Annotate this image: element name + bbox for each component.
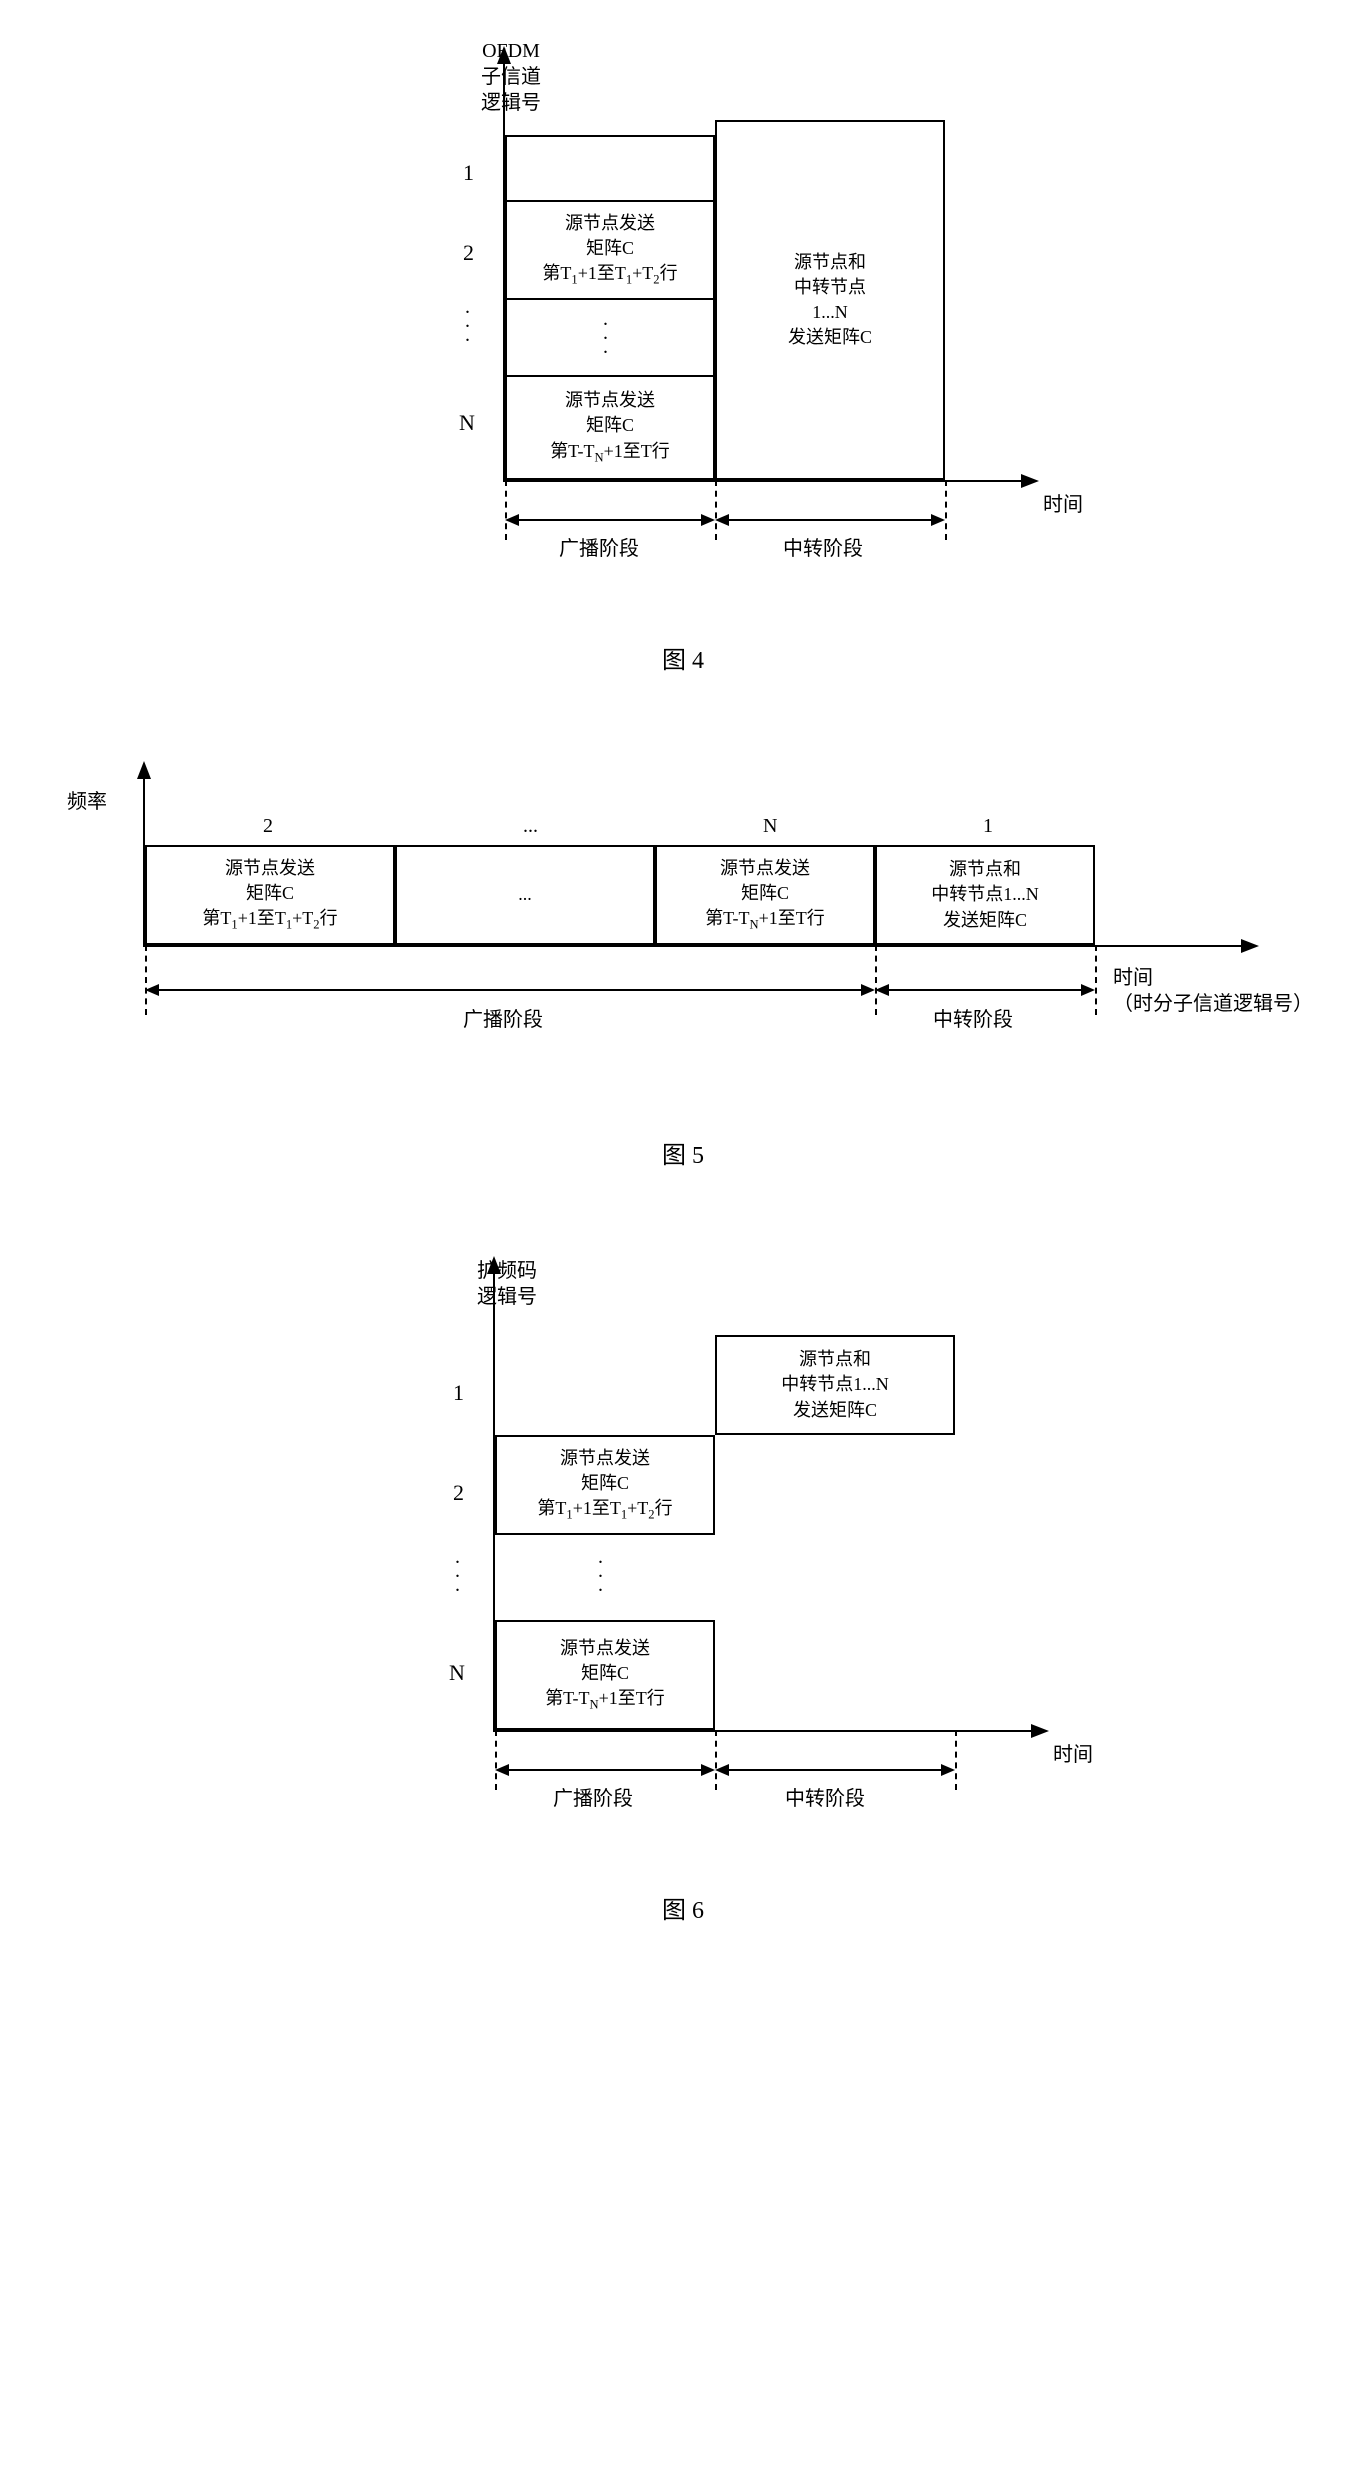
figure-4: OFDM 子信道 逻辑号 时间 1 2 ... N 源节点发送矩阵C第T1+1至… bbox=[60, 40, 1306, 675]
fig5-diagram: 频率 时间 （时分子信道逻辑号） 2 ... N 1 源节点发送矩阵C第T1+1… bbox=[63, 755, 1303, 1095]
fig6-box-row2-text: 源节点发送矩阵C第T1+1至T1+T2行 bbox=[537, 1446, 672, 1525]
fig5-top-1: 1 bbox=[983, 815, 993, 838]
figure-5: 频率 时间 （时分子信道逻辑号） 2 ... N 1 源节点发送矩阵C第T1+1… bbox=[60, 755, 1306, 1170]
fig6-box-row1: 源节点和中转节点1...N发送矩阵C bbox=[715, 1335, 955, 1435]
fig6-ytick-2: 2 bbox=[453, 1480, 464, 1506]
fig5-box-relay: 源节点和中转节点1...N发送矩阵C bbox=[875, 845, 1095, 945]
fig6-span-broadcast-label: 广播阶段 bbox=[553, 1782, 633, 1811]
fig5-box-N-text: 源节点发送矩阵C第T-TN+1至T行 bbox=[705, 856, 825, 935]
fig5-box-dots: ... bbox=[395, 845, 655, 945]
fig4-ytick-N: N bbox=[459, 410, 475, 436]
fig4-box-relay: 源节点和中转节点1...N发送矩阵C bbox=[715, 120, 945, 480]
fig4-x-arrow bbox=[1021, 474, 1039, 488]
fig5-box-2: 源节点发送矩阵C第T1+1至T1+T2行 bbox=[145, 845, 395, 945]
fig6-x-axis bbox=[493, 1730, 1033, 1732]
fig4-diagram: OFDM 子信道 逻辑号 时间 1 2 ... N 源节点发送矩阵C第T1+1至… bbox=[233, 40, 1133, 600]
fig4-box-row2: 源节点发送矩阵C第T1+1至T1+T2行 bbox=[505, 200, 715, 300]
fig5-y-label: 频率 bbox=[67, 785, 107, 814]
fig5-box-relay-text: 源节点和中转节点1...N发送矩阵C bbox=[931, 857, 1039, 933]
fig6-y-label: 扩频码 逻辑号 bbox=[477, 1258, 537, 1310]
fig4-span-relay bbox=[715, 510, 945, 530]
fig4-y-label: OFDM 子信道 逻辑号 bbox=[481, 38, 541, 116]
fig5-x-label: 时间 （时分子信道逻辑号） bbox=[1113, 965, 1313, 1017]
fig4-box-rowN: 源节点发送矩阵C第T-TN+1至T行 bbox=[505, 375, 715, 480]
fig6-box-row1-text: 源节点和中转节点1...N发送矩阵C bbox=[781, 1347, 889, 1423]
fig6-span-broadcast bbox=[495, 1760, 715, 1780]
fig6-ytick-dots: ... bbox=[455, 1550, 460, 1592]
fig5-span-broadcast-label: 广播阶段 bbox=[463, 1003, 543, 1032]
fig6-x-label: 时间 bbox=[1053, 1738, 1093, 1767]
figure-6: 扩频码 逻辑号 时间 1 2 ... N 源节点和中转节点1...N发送矩阵C … bbox=[60, 1250, 1306, 1925]
fig5-dash-3 bbox=[1095, 945, 1097, 1015]
fig4-ytick-1: 1 bbox=[463, 160, 474, 186]
fig4-span-broadcast-label: 广播阶段 bbox=[559, 532, 639, 561]
fig4-x-label: 时间 bbox=[1043, 488, 1083, 517]
fig5-span-relay bbox=[875, 980, 1095, 1000]
fig6-ytick-1: 1 bbox=[453, 1380, 464, 1406]
fig6-span-relay-label: 中转阶段 bbox=[785, 1782, 865, 1811]
fig6-span-relay bbox=[715, 1760, 955, 1780]
fig5-x-arrow bbox=[1241, 939, 1259, 953]
fig5-y-arrow bbox=[137, 761, 151, 779]
fig4-ytick-dots: ... bbox=[465, 300, 470, 342]
fig4-box-rowN-text: 源节点发送矩阵C第T-TN+1至T行 bbox=[550, 388, 670, 467]
fig5-span-relay-label: 中转阶段 bbox=[933, 1003, 1013, 1032]
fig4-dash-3 bbox=[945, 480, 947, 540]
fig6-box-rowN-text: 源节点发送矩阵C第T-TN+1至T行 bbox=[545, 1636, 665, 1715]
fig6-box-row2: 源节点发送矩阵C第T1+1至T1+T2行 bbox=[495, 1435, 715, 1535]
fig5-top-dots: ... bbox=[523, 815, 538, 838]
fig5-top-2: 2 bbox=[263, 815, 273, 838]
fig5-box-dots-text: ... bbox=[518, 882, 532, 907]
fig6-ytick-N: N bbox=[449, 1660, 465, 1686]
fig5-top-N: N bbox=[763, 815, 777, 838]
fig6-dash-3 bbox=[955, 1730, 957, 1790]
fig5-caption: 图 5 bbox=[60, 1135, 1306, 1170]
fig4-box-row2-text: 源节点发送矩阵C第T1+1至T1+T2行 bbox=[542, 211, 677, 290]
fig5-box-2-text: 源节点发送矩阵C第T1+1至T1+T2行 bbox=[202, 856, 337, 935]
fig4-ytick-2: 2 bbox=[463, 240, 474, 266]
fig5-box-N: 源节点发送矩阵C第T-TN+1至T行 bbox=[655, 845, 875, 945]
fig6-box-rowN: 源节点发送矩阵C第T-TN+1至T行 bbox=[495, 1620, 715, 1730]
fig4-box-dots: ... bbox=[603, 312, 608, 354]
fig4-span-relay-label: 中转阶段 bbox=[783, 532, 863, 561]
fig4-box-relay-text: 源节点和中转节点1...N发送矩阵C bbox=[788, 250, 872, 351]
fig6-caption: 图 6 bbox=[60, 1890, 1306, 1925]
fig5-span-broadcast bbox=[145, 980, 875, 1000]
fig4-span-broadcast bbox=[505, 510, 715, 530]
fig6-box-dots: ... bbox=[598, 1550, 603, 1592]
fig4-caption: 图 4 bbox=[60, 640, 1306, 675]
fig6-x-arrow bbox=[1031, 1724, 1049, 1738]
fig6-diagram: 扩频码 逻辑号 时间 1 2 ... N 源节点和中转节点1...N发送矩阵C … bbox=[233, 1250, 1133, 1850]
fig5-x-axis bbox=[143, 945, 1243, 947]
